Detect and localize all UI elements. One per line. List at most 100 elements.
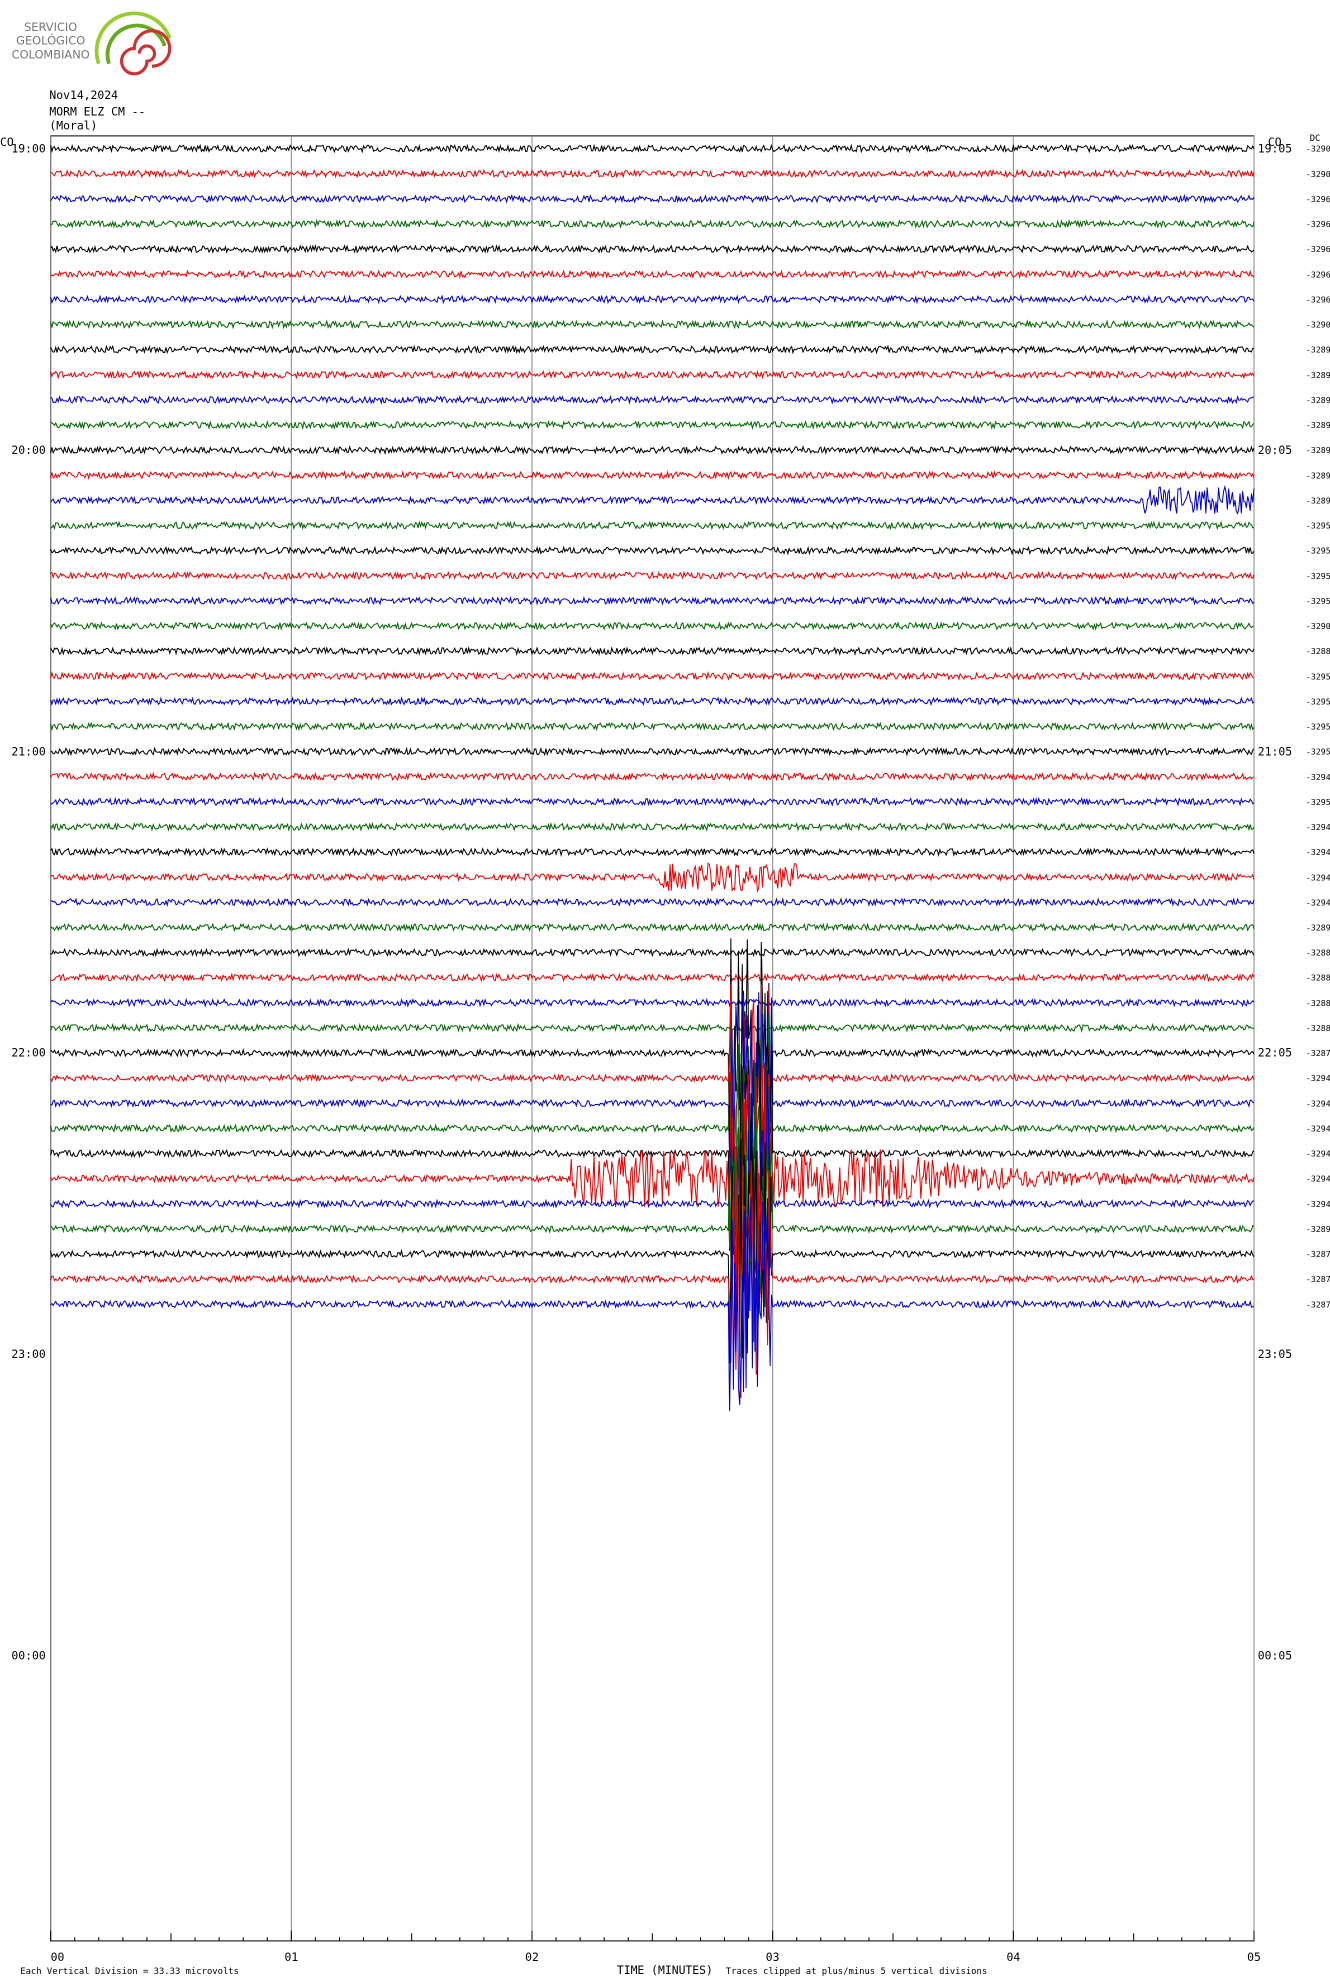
trace (50, 938, 1255, 1161)
dc-value: -32954 (1306, 596, 1330, 606)
trace (50, 990, 1255, 1211)
dc-value: -32895 (1306, 395, 1330, 405)
trace (50, 645, 1255, 657)
logo-text: COLOMBIANO (12, 48, 90, 62)
date: Nov14,2024 (49, 88, 118, 102)
trace (50, 193, 1255, 204)
trace (50, 168, 1255, 179)
dc-value: -32903 (1306, 621, 1330, 631)
trace (50, 520, 1255, 531)
dc-value: -32962 (1306, 269, 1330, 279)
logo-arc (94, 11, 172, 65)
trace (50, 218, 1255, 229)
dc-value: -32950 (1306, 722, 1330, 732)
trace (50, 997, 1255, 1008)
trace (50, 897, 1255, 908)
dc-value: -32900 (1306, 320, 1330, 330)
dc-value: -32946 (1306, 872, 1330, 882)
trace (50, 344, 1255, 355)
trace (50, 746, 1255, 757)
trace (50, 470, 1255, 481)
x-tick-label: 02 (525, 1950, 539, 1964)
dc-value: -32886 (1306, 1023, 1330, 1033)
trace (50, 1062, 1255, 1299)
time-label: 23:00 (11, 1347, 45, 1361)
trace (50, 484, 1255, 515)
dc-value: -32960 (1306, 294, 1330, 304)
dc-value: -32881 (1306, 973, 1330, 983)
trace (50, 545, 1255, 556)
dc-value: -32877 (1306, 1249, 1330, 1259)
dc-value: -32947 (1306, 847, 1330, 857)
trace (50, 143, 1255, 154)
logo-text: SERVICIO (24, 20, 77, 34)
trace (50, 1160, 1255, 1399)
trace (50, 319, 1255, 330)
place: (Moral) (49, 119, 97, 133)
station: MORM ELZ CM -- (49, 105, 145, 119)
network: CO (0, 135, 14, 149)
trace (50, 444, 1255, 456)
dc-value: -32900 (1306, 144, 1330, 154)
dc-value: -32877 (1306, 1274, 1330, 1284)
time-label: 20:00 (11, 443, 45, 457)
logo-spiral (120, 29, 172, 76)
dc-value: -32954 (1306, 671, 1330, 681)
dc-value: -32950 (1306, 696, 1330, 706)
trace (50, 1138, 1255, 1364)
time-label: 19:05 (1258, 141, 1292, 155)
dc-value: -32904 (1306, 169, 1330, 179)
network: CO (1268, 135, 1282, 149)
trace (50, 1022, 1254, 1033)
trace (50, 721, 1255, 732)
dc-value: -32964 (1306, 219, 1330, 229)
dc-value: -32892 (1306, 470, 1330, 480)
scale-note: Each Vertical Division = 33.33 microvolt… (20, 1967, 239, 1977)
dc-value: -32945 (1306, 897, 1330, 907)
trace (50, 369, 1255, 380)
plot-frame (50, 135, 1255, 1942)
x-tick-label: 05 (1247, 1950, 1261, 1964)
trace (50, 419, 1255, 431)
dc-value: -32944 (1306, 1073, 1330, 1083)
trace (50, 972, 1255, 983)
dc-value: -32947 (1306, 772, 1330, 782)
dc-value: -32943 (1306, 1098, 1330, 1108)
dc-value: -32965 (1306, 194, 1330, 204)
dc-title: DC (1310, 134, 1321, 144)
dc-value: -32881 (1306, 948, 1330, 958)
dc-value: -32877 (1306, 1299, 1330, 1309)
dc-value: -32941 (1306, 1174, 1330, 1184)
trace (50, 922, 1255, 933)
dc-value: -32894 (1306, 345, 1330, 355)
trace (50, 862, 1255, 893)
dc-value: -32879 (1306, 1048, 1330, 1058)
trace (50, 1011, 1255, 1246)
trace (50, 796, 1255, 807)
trace (50, 696, 1255, 707)
time-label: 20:05 (1258, 443, 1292, 457)
time-label: 22:05 (1258, 1046, 1292, 1060)
dc-value: -32948 (1306, 822, 1330, 832)
time-label: 21:05 (1258, 744, 1292, 758)
trace (50, 294, 1255, 305)
trace (50, 1039, 1255, 1256)
dc-value: -32962 (1306, 244, 1330, 254)
dc-value: -32951 (1306, 747, 1330, 757)
trace (50, 821, 1255, 832)
dc-value: -32955 (1306, 521, 1330, 531)
axis-title: TIME (MINUTES) (617, 1963, 713, 1977)
x-tick-label: 01 (284, 1950, 298, 1964)
dc-value: -32893 (1306, 420, 1330, 430)
dc-value: -32950 (1306, 797, 1330, 807)
trace (50, 947, 1255, 958)
dc-value: -32896 (1306, 923, 1330, 933)
time-label: 22:00 (11, 1046, 45, 1060)
dc-value: -32942 (1306, 1123, 1330, 1133)
trace (50, 1084, 1255, 1311)
dc-value: -32893 (1306, 495, 1330, 505)
trace (50, 621, 1255, 631)
dc-value: -32888 (1306, 646, 1330, 656)
